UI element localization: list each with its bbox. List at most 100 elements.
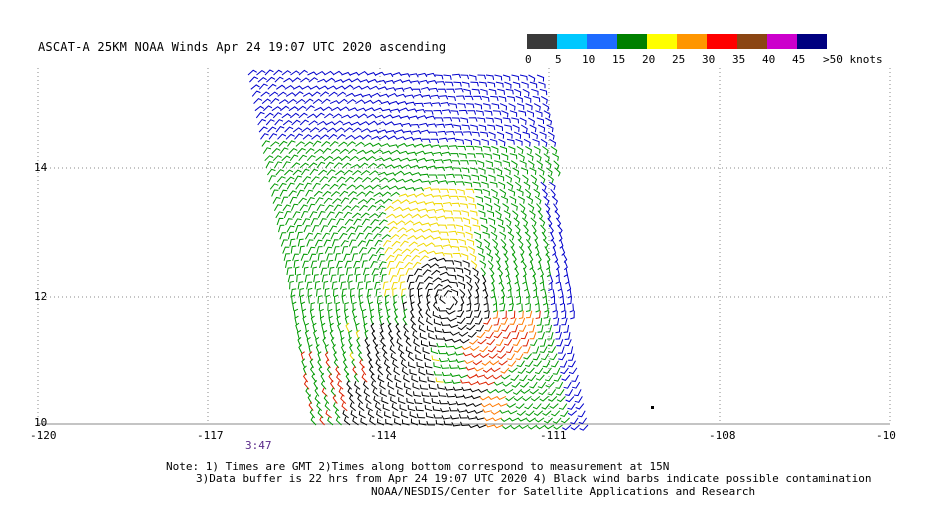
lat-lon-grid bbox=[37, 68, 891, 425]
wind-barb bbox=[393, 164, 403, 169]
wind-barb bbox=[309, 308, 314, 319]
wind-barb bbox=[466, 103, 475, 109]
wind-barb bbox=[476, 331, 486, 339]
wind-barb bbox=[353, 373, 360, 383]
wind-barb bbox=[498, 95, 507, 102]
wind-barb bbox=[376, 418, 385, 426]
wind-barb bbox=[327, 176, 337, 183]
wind-barb bbox=[297, 238, 304, 247]
wind-barb bbox=[295, 98, 306, 105]
wind-barb bbox=[390, 352, 398, 362]
wind-barb bbox=[474, 103, 483, 110]
wind-barb bbox=[464, 360, 474, 364]
wind-barb bbox=[428, 174, 438, 179]
wind-barb bbox=[446, 130, 456, 136]
wind-barb bbox=[532, 181, 539, 191]
wind-barb bbox=[466, 238, 475, 246]
wind-barb bbox=[322, 147, 332, 154]
wind-barb bbox=[325, 77, 336, 83]
wind-barb bbox=[540, 267, 545, 278]
wind-barb bbox=[376, 410, 383, 419]
wind-barb bbox=[370, 177, 380, 183]
wind-barb bbox=[507, 281, 512, 292]
wind-barb bbox=[562, 424, 572, 431]
wind-barb bbox=[354, 93, 364, 98]
wind-barb bbox=[454, 351, 464, 356]
wind-barb bbox=[454, 174, 464, 179]
wind-barb bbox=[396, 330, 402, 340]
wind-barb bbox=[553, 160, 560, 170]
wind-barb bbox=[450, 153, 459, 158]
wind-barb bbox=[399, 150, 409, 155]
wind-barb bbox=[495, 210, 502, 219]
wind-barb bbox=[356, 344, 362, 354]
wind-barb bbox=[389, 345, 396, 354]
wind-barb bbox=[525, 103, 533, 111]
wind-barb bbox=[419, 79, 429, 85]
wind-barb bbox=[496, 174, 505, 182]
wind-barb bbox=[369, 213, 379, 219]
wind-barb bbox=[491, 367, 501, 373]
wind-barb bbox=[492, 238, 499, 248]
wind-barb bbox=[370, 92, 381, 97]
wind-barb bbox=[399, 240, 409, 247]
wind-barb bbox=[457, 103, 466, 109]
wind-barb bbox=[312, 140, 322, 147]
wind-barb bbox=[381, 344, 388, 354]
wind-barb bbox=[334, 79, 344, 84]
wind-barb bbox=[367, 162, 378, 169]
scale-swatch bbox=[767, 34, 797, 49]
wind-barb bbox=[489, 403, 500, 408]
wind-barb bbox=[333, 351, 338, 361]
wind-barb bbox=[329, 380, 336, 390]
wind-barb bbox=[439, 295, 446, 304]
wind-barb bbox=[522, 274, 527, 285]
wind-barb bbox=[305, 105, 315, 112]
wind-barb bbox=[392, 248, 403, 254]
wind-barb bbox=[401, 207, 412, 212]
wind-barb bbox=[319, 416, 325, 426]
wind-barb bbox=[400, 199, 410, 205]
wind-barb bbox=[443, 337, 453, 342]
wind-barb bbox=[578, 417, 588, 425]
wind-barb bbox=[427, 208, 437, 214]
wind-barb bbox=[317, 409, 324, 419]
wind-barb bbox=[513, 131, 522, 139]
wind-barb bbox=[415, 235, 426, 240]
wind-barb bbox=[279, 232, 287, 240]
wind-barb bbox=[414, 187, 425, 192]
wind-barb bbox=[384, 288, 390, 297]
wind-barb bbox=[511, 381, 521, 388]
scale-label: 25 bbox=[672, 53, 686, 66]
wind-barb bbox=[493, 246, 500, 256]
wind-barb bbox=[397, 142, 408, 147]
wind-barb bbox=[482, 231, 490, 239]
wind-barb bbox=[337, 380, 344, 390]
wind-barb bbox=[398, 397, 406, 405]
wind-barb bbox=[283, 77, 293, 83]
wind-barb bbox=[369, 85, 380, 90]
wind-barb bbox=[406, 274, 414, 283]
wind-barb bbox=[275, 211, 284, 219]
wind-barb bbox=[264, 69, 274, 76]
wind-barb bbox=[487, 124, 496, 131]
wind-barb bbox=[342, 78, 353, 83]
wind-barb bbox=[475, 373, 485, 378]
wind-barb bbox=[465, 409, 475, 414]
wind-barb bbox=[358, 410, 366, 419]
wind-barb bbox=[361, 365, 367, 376]
wind-barb bbox=[282, 204, 291, 211]
wind-barb bbox=[310, 260, 318, 269]
wind-barb bbox=[298, 197, 307, 204]
wind-barb bbox=[504, 260, 509, 271]
wind-barb bbox=[331, 281, 338, 290]
wind-barb bbox=[511, 117, 519, 124]
wind-barb bbox=[374, 239, 383, 247]
wind-barb bbox=[396, 93, 407, 98]
wind-barb bbox=[542, 410, 552, 416]
wind-barb bbox=[534, 239, 539, 249]
wind-barb bbox=[468, 117, 478, 122]
wind-barb bbox=[325, 121, 336, 126]
wind-barb bbox=[460, 160, 469, 165]
